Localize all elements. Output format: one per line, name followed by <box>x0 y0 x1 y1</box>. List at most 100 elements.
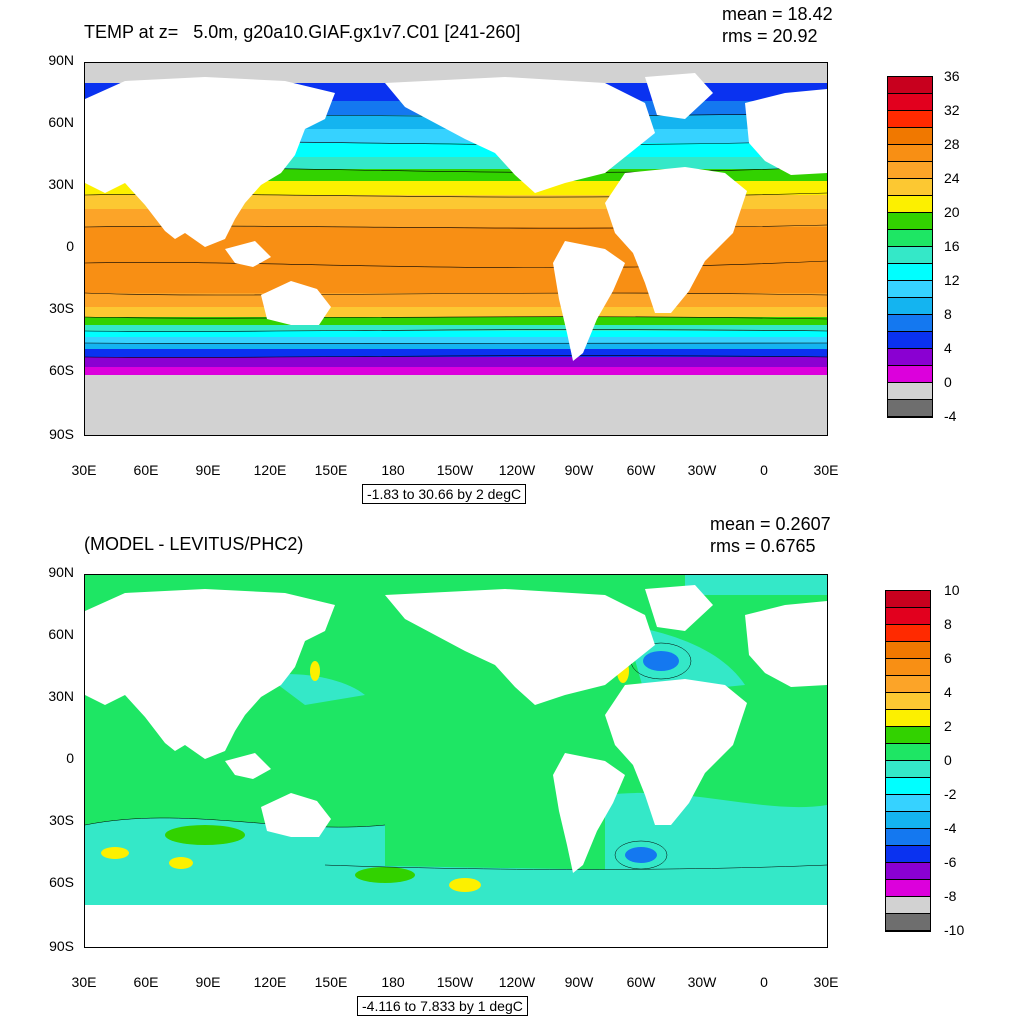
colorbar-segment <box>886 659 930 676</box>
colorbar-segment <box>888 196 932 213</box>
colorbar-segment <box>886 693 930 710</box>
lon-label: 150W <box>436 974 474 990</box>
temperature-panel: TEMP at z= 5.0m, g20a10.GIAF.gx1v7.C01 [… <box>48 4 960 504</box>
lon-label: 120W <box>498 974 536 990</box>
colorbar-segment <box>888 213 932 230</box>
colorbar-label: 32 <box>944 102 960 118</box>
temperature-map-graphic <box>85 63 827 435</box>
colorbar-label: 36 <box>944 68 960 84</box>
lat-label-0: 0 <box>66 238 74 254</box>
lat-label-90s: 90S <box>49 938 74 954</box>
colorbar-segment <box>888 349 932 366</box>
colorbar-segment <box>886 591 930 608</box>
lon-label: 150W <box>436 462 474 478</box>
colorbar-segment <box>886 676 930 693</box>
lat-label-60n: 60N <box>48 626 74 642</box>
colorbar-segment <box>888 230 932 247</box>
contour-range-label: -1.83 to 30.66 by 2 degC <box>362 484 527 504</box>
colorbar-label: 28 <box>944 136 960 152</box>
colorbar <box>885 590 931 932</box>
colorbar-label: 10 <box>944 582 960 598</box>
colorbar-label: 8 <box>944 616 952 632</box>
lon-label: 90W <box>564 974 594 990</box>
difference-map <box>84 574 828 948</box>
colorbar-segment <box>888 332 932 349</box>
lon-label: 30E <box>813 462 839 478</box>
colorbar-label: 12 <box>944 272 960 288</box>
lon-label: 120E <box>253 974 287 990</box>
colorbar-segment <box>888 179 932 196</box>
lat-label-30s: 30S <box>49 812 74 828</box>
colorbar-label: 6 <box>944 650 952 666</box>
lat-label-90n: 90N <box>48 564 74 580</box>
lat-label-0: 0 <box>66 750 74 766</box>
lon-label: 0 <box>760 974 768 990</box>
colorbar-segment <box>886 846 930 863</box>
colorbar-segment <box>886 761 930 778</box>
colorbar-segment <box>886 710 930 727</box>
lat-label-60s: 60S <box>49 362 74 378</box>
colorbar-label: -8 <box>944 888 957 904</box>
colorbar-segment <box>886 642 930 659</box>
contour-range-label: -4.116 to 7.833 by 1 degC <box>357 996 528 1016</box>
colorbar-segment <box>888 315 932 332</box>
colorbar-segment <box>886 778 930 795</box>
colorbar-segment <box>888 400 932 417</box>
colorbar-label: 2 <box>944 718 952 734</box>
lon-label: 180 <box>381 974 405 990</box>
lon-label: 30W <box>687 974 717 990</box>
temperature-map <box>84 62 828 436</box>
colorbar-segment <box>888 94 932 111</box>
colorbar-label: 0 <box>944 752 952 768</box>
lon-label: 90E <box>195 462 221 478</box>
colorbar-label: 4 <box>944 340 952 356</box>
lon-label: 60E <box>133 462 159 478</box>
colorbar-segment <box>888 111 932 128</box>
lon-label: 60W <box>626 462 656 478</box>
panel-title: TEMP at z= 5.0m, g20a10.GIAF.gx1v7.C01 [… <box>84 22 521 42</box>
lon-label: 30W <box>687 462 717 478</box>
colorbar-segment <box>888 128 932 145</box>
lat-label-90n: 90N <box>48 52 74 68</box>
colorbar-segment <box>886 744 930 761</box>
panel-title: (MODEL - LEVITUS/PHC2) <box>84 534 304 554</box>
colorbar-label: 20 <box>944 204 960 220</box>
colorbar-segment <box>886 897 930 914</box>
lon-label: 90E <box>195 974 221 990</box>
colorbar-segment <box>888 264 932 281</box>
colorbar-segment <box>886 914 930 931</box>
lon-label: 150E <box>314 974 348 990</box>
lon-label: 120W <box>498 462 536 478</box>
lat-label-30n: 30N <box>48 176 74 192</box>
lat-label-60n: 60N <box>48 114 74 130</box>
colorbar-segment <box>886 880 930 897</box>
colorbar-segment <box>888 298 932 315</box>
colorbar-segment <box>886 812 930 829</box>
colorbar-label: 16 <box>944 238 960 254</box>
rms-stat: rms = 20.92 <box>722 26 818 46</box>
colorbar-label: 4 <box>944 684 952 700</box>
lat-label-30s: 30S <box>49 300 74 316</box>
lon-label: 180 <box>381 462 405 478</box>
colorbar-label: -4 <box>944 820 957 836</box>
colorbar-segment <box>888 366 932 383</box>
colorbar-segment <box>886 608 930 625</box>
colorbar-label: 24 <box>944 170 960 186</box>
lon-label: 0 <box>760 462 768 478</box>
lon-label: 90W <box>564 462 594 478</box>
colorbar <box>887 76 933 418</box>
colorbar-label: -10 <box>944 922 965 938</box>
colorbar-segment <box>888 162 932 179</box>
lat-label-90s: 90S <box>49 426 74 442</box>
colorbar-label: 8 <box>944 306 952 322</box>
lat-label-30n: 30N <box>48 688 74 704</box>
lon-label: 30E <box>813 974 839 990</box>
rms-stat: rms = 0.6765 <box>710 536 816 556</box>
colorbar-segment <box>886 829 930 846</box>
colorbar-label: -6 <box>944 854 957 870</box>
mean-stat: mean = 18.42 <box>722 4 833 24</box>
difference-map-graphic <box>85 575 827 947</box>
colorbar-segment <box>888 247 932 264</box>
lon-label: 120E <box>253 462 287 478</box>
colorbar-label: 0 <box>944 374 952 390</box>
